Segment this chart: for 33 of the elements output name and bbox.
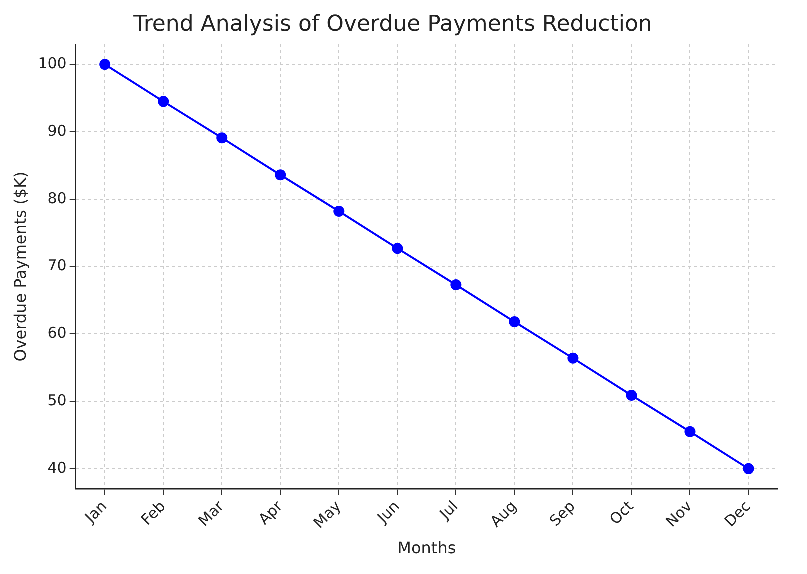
x-tick-label: Aug: [486, 497, 520, 531]
x-tick-label: Nov: [662, 497, 696, 531]
x-tick-label: Mar: [194, 496, 228, 530]
point: [334, 206, 345, 218]
y-tick-label: 100: [38, 54, 67, 73]
x-tick-label: Dec: [721, 497, 754, 531]
point: [275, 170, 286, 181]
x-tick-label: Jan: [80, 497, 111, 528]
point: [626, 390, 638, 401]
y-axis-title: Overdue Payments ($K): [10, 172, 30, 362]
x-tick-label: Jul: [436, 497, 462, 524]
x-tick-label: Sep: [546, 497, 579, 530]
point: [509, 316, 520, 328]
y-tick-label: 80: [48, 189, 67, 208]
y-tick-label: 70: [48, 256, 67, 275]
y-tick-label: 60: [48, 324, 67, 342]
y-tick-label: 50: [48, 391, 67, 410]
point: [568, 352, 579, 364]
x-tick-label: Oct: [606, 497, 638, 528]
y-tick-label: 90: [48, 122, 67, 140]
point: [158, 96, 170, 108]
x-axis-title: Months: [398, 538, 456, 558]
x-tick-label: Jun: [373, 497, 404, 528]
point: [684, 426, 696, 438]
x-tick-label: Apr: [255, 496, 287, 528]
x-tick-label: Feb: [138, 497, 170, 529]
point: [216, 132, 228, 144]
point: [450, 279, 462, 290]
y-tick-label: 40: [48, 458, 67, 477]
chart-title: Trend Analysis of Overdue Payments Reduction: [132, 12, 652, 37]
point: [743, 463, 754, 474]
point: [100, 59, 111, 70]
point: [392, 243, 404, 254]
